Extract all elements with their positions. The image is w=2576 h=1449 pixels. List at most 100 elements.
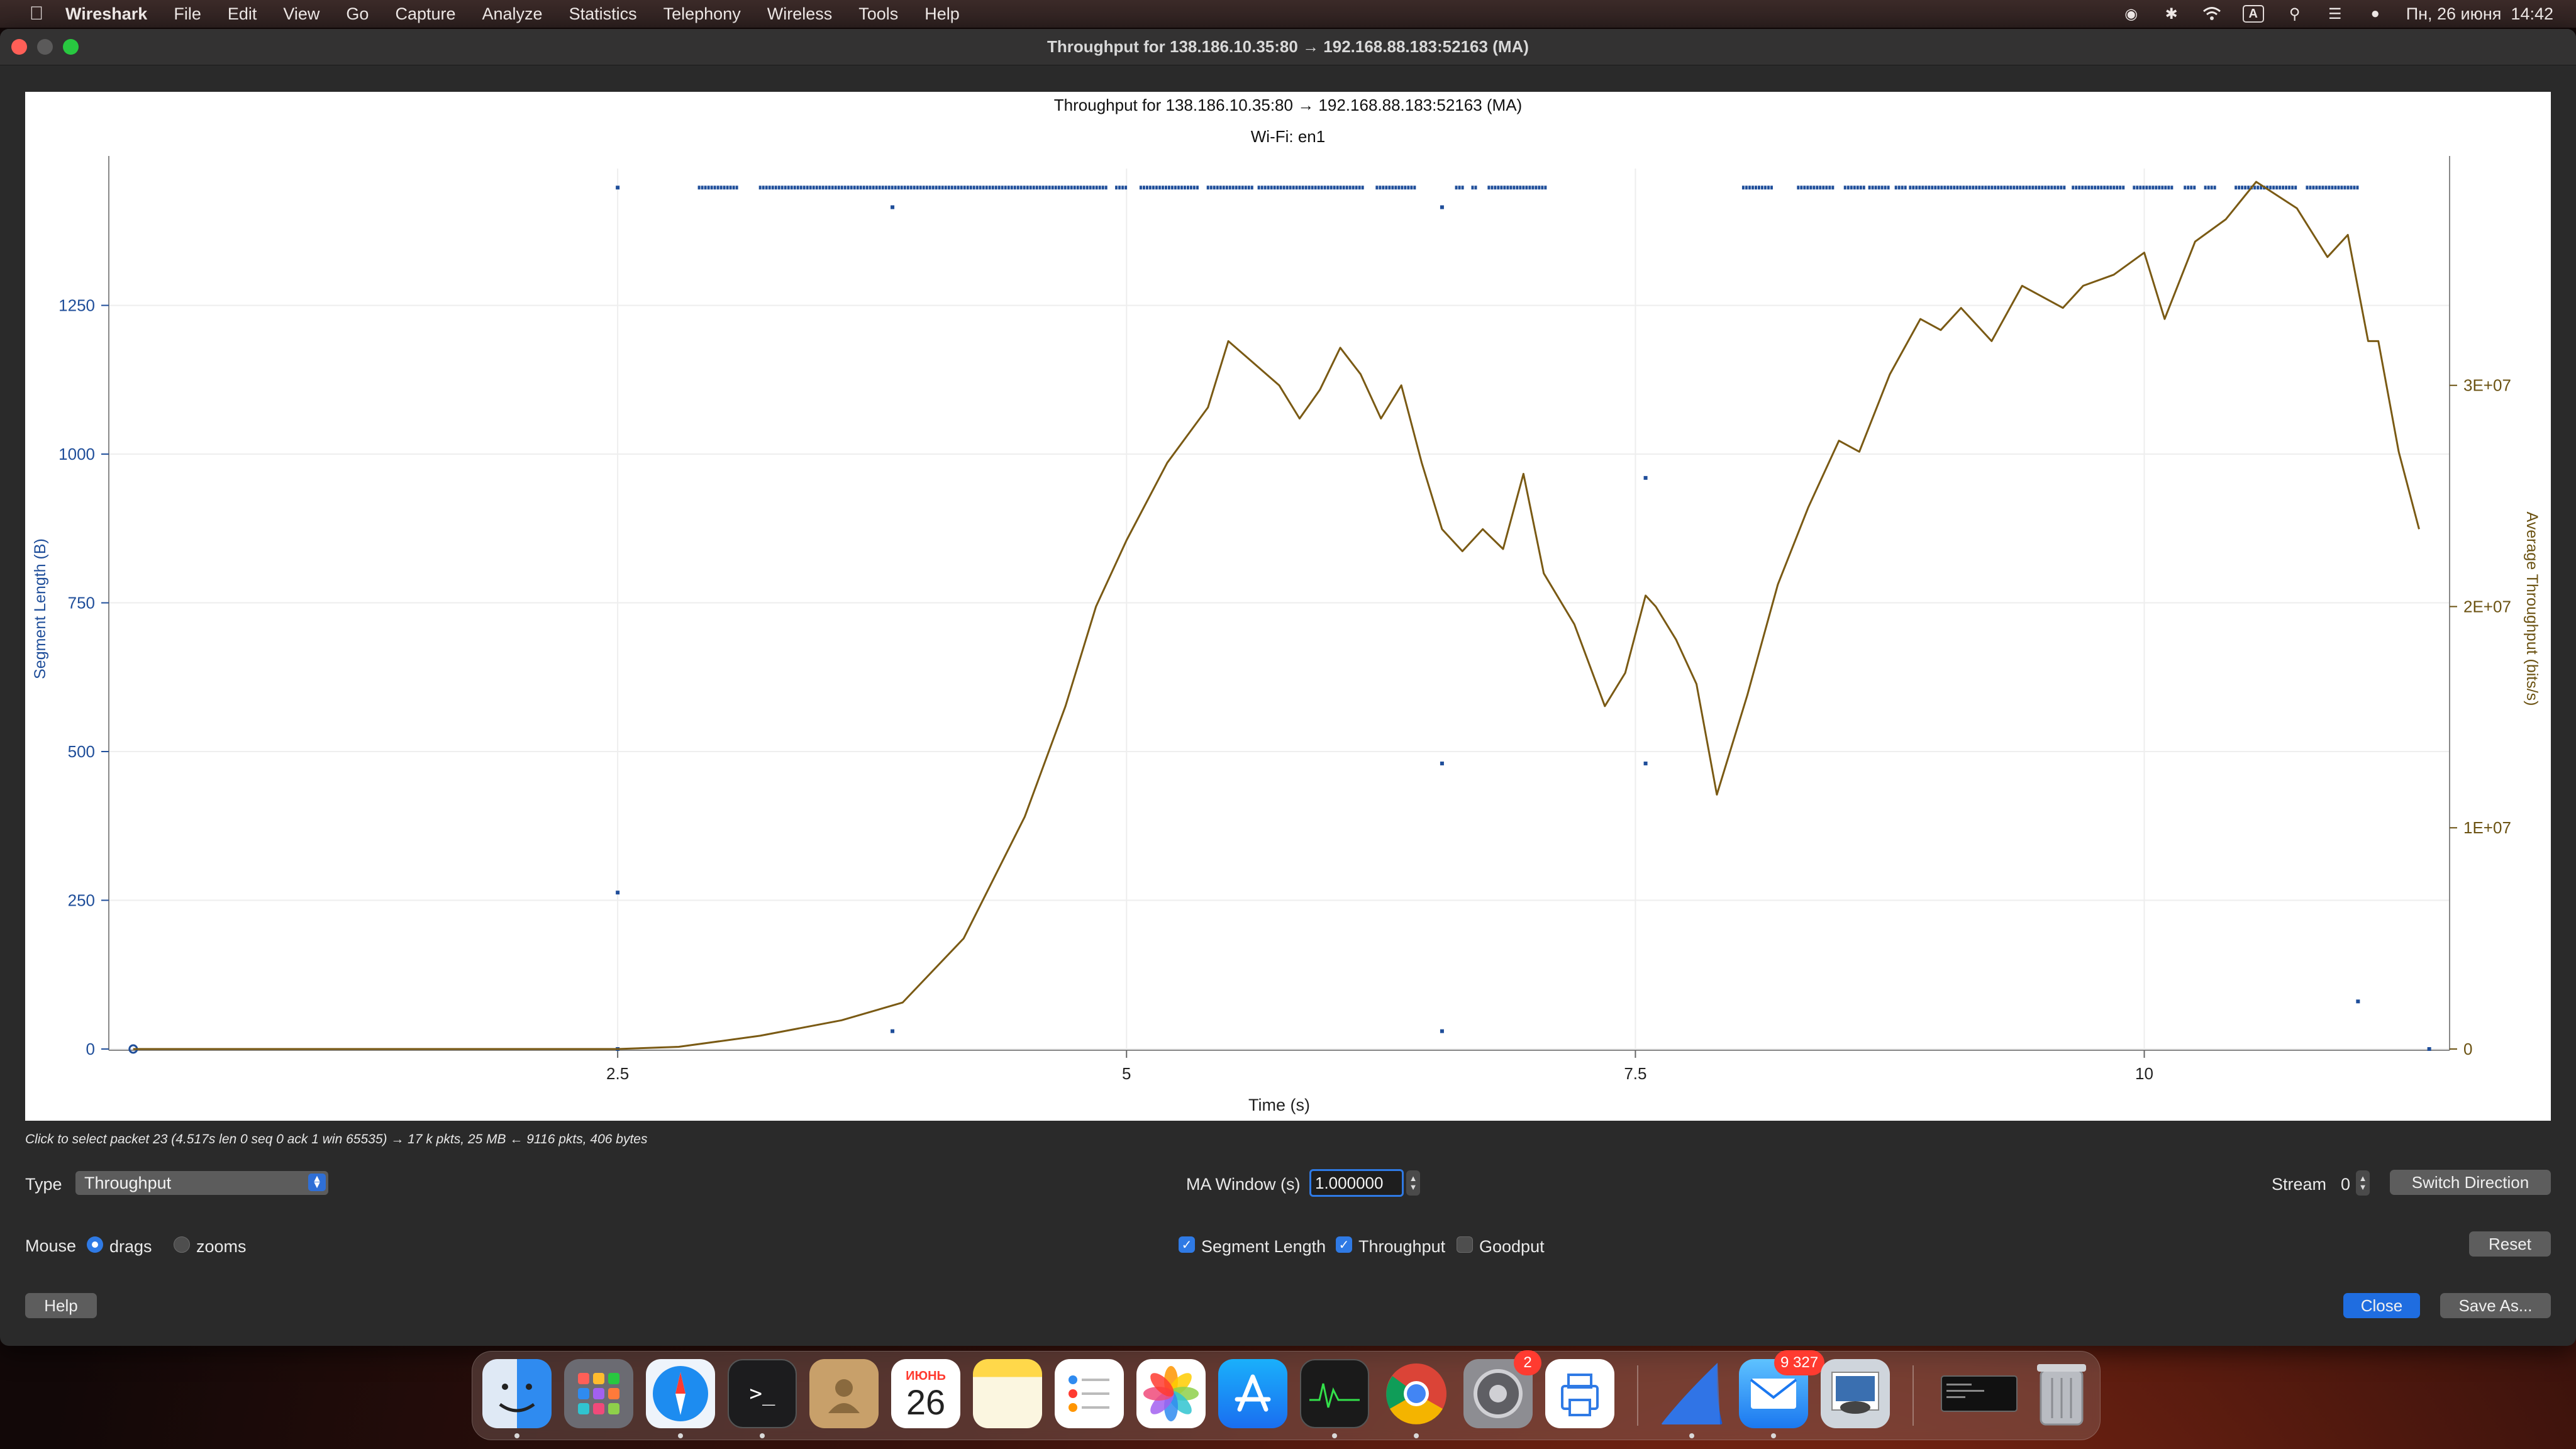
menu-help[interactable]: Help — [924, 4, 960, 23]
minimize-window-button[interactable] — [37, 39, 53, 55]
menu-telephony[interactable]: Telephony — [663, 4, 741, 23]
plot-area[interactable]: 2.5 5 7.5 10 0 250 500 750 1000 1250 0 1E+07 2E+07 3E… — [25, 92, 2551, 1121]
close-button[interactable]: Close — [2343, 1293, 2420, 1318]
reminders-icon[interactable] — [1055, 1359, 1124, 1428]
segment-point — [1404, 186, 1407, 190]
menu-go[interactable]: Go — [346, 4, 369, 23]
menu-file[interactable]: File — [174, 4, 201, 23]
segment-point — [988, 186, 991, 190]
segment-point — [1816, 186, 1819, 190]
system-settings-icon[interactable] — [1463, 1359, 1533, 1428]
launchpad-icon[interactable] — [564, 1359, 633, 1428]
save-as-button[interactable]: Save As... — [2440, 1293, 2551, 1318]
segment-point — [1943, 186, 1946, 190]
menu-wireless[interactable]: Wireless — [767, 4, 833, 23]
segment-point — [1946, 186, 1950, 190]
segment-point — [1797, 186, 1800, 190]
zoom-window-button[interactable] — [63, 39, 79, 55]
segment-point — [1073, 186, 1076, 190]
throughput-chart[interactable]: 2.5 5 7.5 10 0 250 500 750 1000 1250 0 1E+07 2E+07 3E… — [25, 92, 2551, 1121]
segment-point — [1868, 186, 1871, 190]
contacts-icon[interactable] — [809, 1359, 879, 1428]
stream-value[interactable]: 0 — [2341, 1175, 2351, 1194]
segment-point — [719, 186, 723, 190]
menu-statistics[interactable]: Statistics — [569, 4, 637, 23]
photos-icon[interactable] — [1136, 1359, 1206, 1428]
switch-direction-button[interactable]: Switch Direction — [2390, 1170, 2551, 1195]
segment-point — [806, 186, 809, 190]
ma-window-stepper[interactable]: ▲ ▼ — [1406, 1170, 1420, 1196]
notes-icon[interactable] — [973, 1359, 1042, 1428]
segment-point — [1803, 186, 1806, 190]
stream-stepper[interactable]: ▲ ▼ — [2356, 1170, 2370, 1196]
segment-point — [726, 186, 729, 190]
spotlight-icon[interactable]: ⚲ — [2289, 5, 2301, 23]
segment-point — [925, 186, 928, 190]
screen-record-icon[interactable]: ◉ — [2124, 5, 2138, 23]
menu-tools[interactable]: Tools — [858, 4, 899, 23]
apple-icon[interactable]:  — [24, 3, 49, 25]
activity-monitor-icon[interactable] — [1300, 1359, 1369, 1428]
throughput-line — [133, 180, 2420, 1050]
segment-point — [2103, 186, 2106, 190]
segment-point — [2139, 186, 2142, 190]
terminal-icon[interactable]: >_ — [728, 1359, 797, 1428]
goodput-label[interactable]: Goodput — [1479, 1237, 1545, 1256]
segment-length-checkbox[interactable]: ✓ — [1179, 1236, 1195, 1253]
wifi-icon[interactable] — [2202, 4, 2221, 23]
trash-icon[interactable] — [2027, 1359, 2096, 1428]
mouse-zooms-label[interactable]: zooms — [196, 1237, 247, 1256]
stream-label: Stream — [2272, 1175, 2327, 1194]
segment-point — [2148, 186, 2151, 190]
close-window-button[interactable] — [11, 39, 27, 55]
calendar-icon[interactable]: ИЮНЬ 26 — [891, 1359, 960, 1428]
segment-point — [1238, 186, 1241, 190]
chevron-updown-icon: ▲ ▼ — [308, 1174, 326, 1191]
terminal-window-icon[interactable] — [1940, 1359, 2018, 1428]
control-center-icon[interactable]: ☰ — [2328, 5, 2342, 23]
mouse-drags-radio[interactable] — [87, 1236, 103, 1253]
segment-length-label[interactable]: Segment Length — [1201, 1237, 1326, 1256]
calendar-day: 26 — [906, 1382, 946, 1422]
siri-icon[interactable]: ● — [2370, 5, 2380, 22]
printer-icon[interactable] — [1545, 1359, 1614, 1428]
menu-capture[interactable]: Capture — [395, 4, 456, 23]
segment-point — [1241, 186, 1244, 190]
wireshark-icon[interactable] — [1657, 1359, 1726, 1428]
bluetooth-icon[interactable]: ✱ — [2165, 5, 2178, 23]
menu-edit[interactable]: Edit — [227, 4, 257, 23]
segment-point — [1139, 186, 1142, 190]
throughput-label[interactable]: Throughput — [1358, 1237, 1446, 1256]
segment-point — [1209, 186, 1213, 190]
chrome-icon[interactable] — [1382, 1359, 1451, 1428]
mouse-zooms-radio[interactable] — [174, 1236, 190, 1253]
clock[interactable]: Пн, 26 июня 14:42 — [2406, 4, 2553, 23]
input-source-icon[interactable]: A — [2242, 5, 2264, 23]
menu-view[interactable]: View — [283, 4, 320, 23]
reset-button[interactable]: Reset — [2469, 1231, 2551, 1257]
segment-point — [2053, 186, 2057, 190]
type-label: Type — [25, 1175, 62, 1194]
app-store-icon[interactable] — [1218, 1359, 1287, 1428]
title-bar[interactable]: Throughput for 138.186.10.35:80 → 192.16… — [0, 29, 2576, 65]
segment-point — [969, 186, 972, 190]
mouse-drags-label[interactable]: drags — [109, 1237, 152, 1256]
throughput-checkbox[interactable]: ✓ — [1336, 1236, 1352, 1253]
segment-point — [1231, 186, 1235, 190]
segment-point — [1912, 186, 1915, 190]
finder-icon[interactable] — [482, 1359, 552, 1428]
help-button[interactable]: Help — [25, 1293, 97, 1318]
type-select[interactable]: Throughput ▲ ▼ — [75, 1171, 328, 1195]
segment-point — [1026, 186, 1029, 190]
ma-window-input[interactable]: 1.000000 — [1309, 1169, 1404, 1197]
segment-point — [1513, 186, 1516, 190]
preview-icon[interactable] — [1821, 1359, 1890, 1428]
segment-point — [2266, 186, 2269, 190]
goodput-checkbox[interactable] — [1457, 1236, 1473, 1253]
segment-point — [2306, 186, 2309, 190]
menu-analyze[interactable]: Analyze — [482, 4, 543, 23]
menu-app-name[interactable]: Wireshark — [65, 4, 148, 23]
safari-icon[interactable] — [646, 1359, 715, 1428]
segment-point — [1440, 205, 1444, 209]
segment-point — [1032, 186, 1035, 190]
